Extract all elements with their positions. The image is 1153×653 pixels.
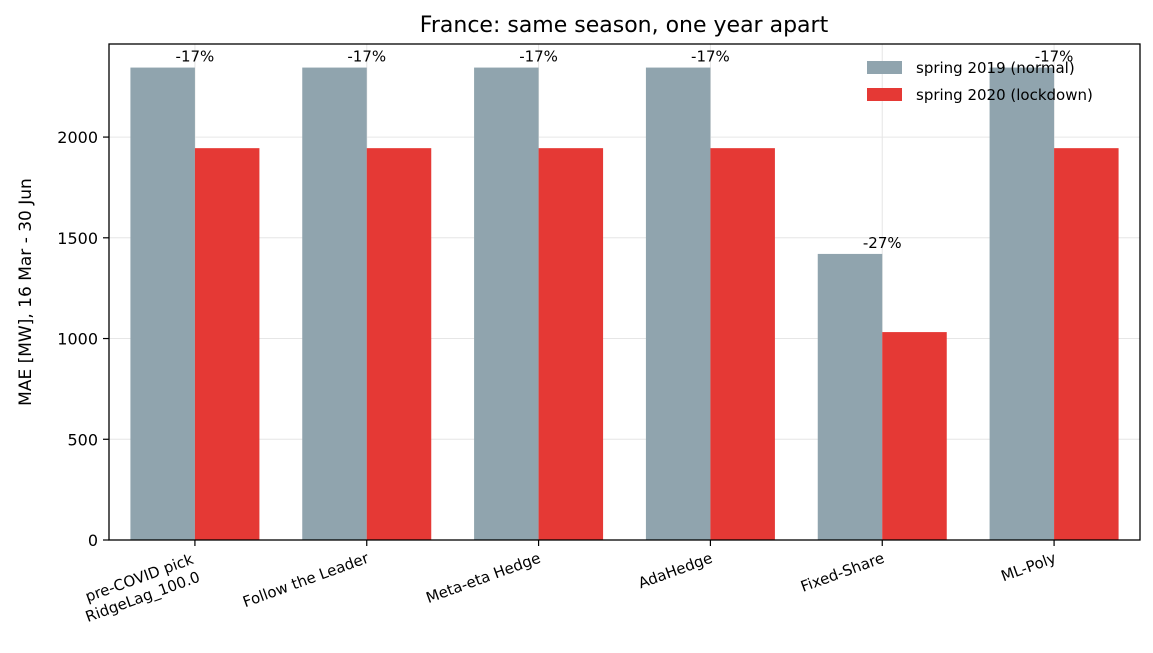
y-axis-label: MAE [MW], 16 Mar - 30 Jun: [16, 178, 36, 406]
y-tick-label: 2000: [57, 128, 98, 147]
bar-spring-2020-2: [538, 148, 604, 540]
data-labels: -17% -17% -17% -17% -27% -17%: [176, 48, 1074, 252]
data-label: -17%: [519, 48, 558, 66]
bar-spring-2019-3: [645, 67, 711, 541]
y-tick-label: 1000: [57, 330, 98, 349]
y-tick-label: 1500: [57, 229, 98, 248]
grid: [109, 44, 1140, 540]
bar-spring-2020-4: [882, 332, 947, 540]
x-tick-label: Follow the Leader: [240, 549, 372, 612]
data-label: -17%: [691, 48, 730, 66]
bar-spring-2019-5: [989, 67, 1055, 541]
legend-swatch-spring-2020: [867, 88, 902, 101]
legend-label: spring 2019 (normal): [916, 59, 1075, 77]
bar-spring-2020-1: [366, 148, 432, 540]
chart-title: France: same season, one year apart: [420, 13, 829, 38]
legend-label: spring 2020 (lockdown): [916, 86, 1093, 104]
bar-spring-2020-5: [1054, 148, 1119, 540]
y-tick-label: 0: [88, 531, 98, 550]
data-label: -17%: [1035, 48, 1074, 66]
y-axis: 0 500 1000 1500 2000: [57, 128, 109, 550]
bar-spring-2019-4: [817, 253, 883, 540]
legend: spring 2019 (normal) spring 2020 (lockdow…: [867, 59, 1093, 104]
bar-spring-2019-1: [302, 67, 367, 541]
data-label: -17%: [347, 48, 386, 66]
x-tick-label-line: Fixed-Share: [798, 549, 886, 596]
bar-spring-2020-0: [194, 148, 260, 540]
x-tick-label-line: ML-Poly: [999, 549, 1059, 586]
data-label: -17%: [176, 48, 215, 66]
bar-spring-2019-0: [130, 67, 195, 541]
x-tick-label: pre-COVID pickRidgeLag_100.0: [77, 550, 203, 627]
x-tick-label-line: Follow the Leader: [240, 549, 372, 612]
x-tick-label-line: Meta-eta Hedge: [424, 549, 543, 607]
x-tick-label: Fixed-Share: [798, 549, 886, 596]
x-tick-label: AdaHedge: [636, 549, 715, 592]
bar-spring-2020-3: [710, 148, 775, 540]
x-tick-label: Meta-eta Hedge: [424, 549, 543, 607]
x-tick-label-line: AdaHedge: [636, 549, 715, 592]
bar-spring-2019-2: [474, 67, 539, 541]
data-label: -27%: [863, 234, 902, 252]
x-axis: pre-COVID pickRidgeLag_100.0 Follow the L…: [77, 540, 1059, 627]
y-tick-label: 500: [67, 430, 98, 449]
legend-swatch-spring-2019: [867, 61, 902, 74]
plot-frame: [108, 43, 1141, 541]
bars: [130, 67, 1119, 541]
x-tick-label: ML-Poly: [999, 549, 1059, 586]
